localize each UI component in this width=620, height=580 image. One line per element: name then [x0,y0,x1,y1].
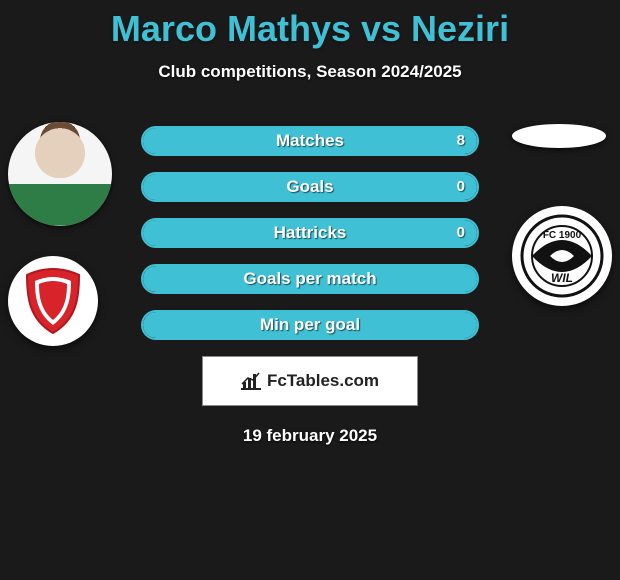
brand-link[interactable]: FcTables.com [202,356,418,406]
player-left-avatar [8,122,112,226]
shield-icon [23,267,83,335]
chart-icon [241,372,261,390]
subtitle: Club competitions, Season 2024/2025 [0,62,620,82]
svg-text:WIL: WIL [551,271,573,285]
player-right-column: FC 1900 WIL [512,122,612,306]
stat-label: Min per goal [143,312,477,338]
stat-row: Min per goal [141,310,479,340]
club-badge-icon: FC 1900 WIL [520,214,604,298]
stat-label: Goals per match [143,266,477,292]
page-title: Marco Mathys vs Neziri [0,0,620,50]
player-right-avatar [512,124,606,148]
comparison-panel: FC 1900 WIL Matches 8 Goals 0 Hattricks … [0,122,620,446]
stat-row: Goals per match [141,264,479,294]
stat-label: Hattricks [143,220,477,246]
stat-label: Matches [143,128,477,154]
player-right-club-badge: FC 1900 WIL [512,206,612,306]
date-label: 19 february 2025 [0,426,620,446]
stat-label: Goals [143,174,477,200]
avatar-placeholder-icon [8,122,112,226]
player-left-column [8,122,112,346]
stat-value-right: 0 [457,220,465,246]
brand-text: FcTables.com [267,371,379,391]
stat-row: Hattricks 0 [141,218,479,248]
player-left-club-badge [8,256,98,346]
stats-list: Matches 8 Goals 0 Hattricks 0 Goals per … [141,122,479,340]
stat-value-right: 0 [457,174,465,200]
stat-value-right: 8 [457,128,465,154]
svg-text:FC 1900: FC 1900 [543,230,582,241]
stat-row: Matches 8 [141,126,479,156]
stat-row: Goals 0 [141,172,479,202]
